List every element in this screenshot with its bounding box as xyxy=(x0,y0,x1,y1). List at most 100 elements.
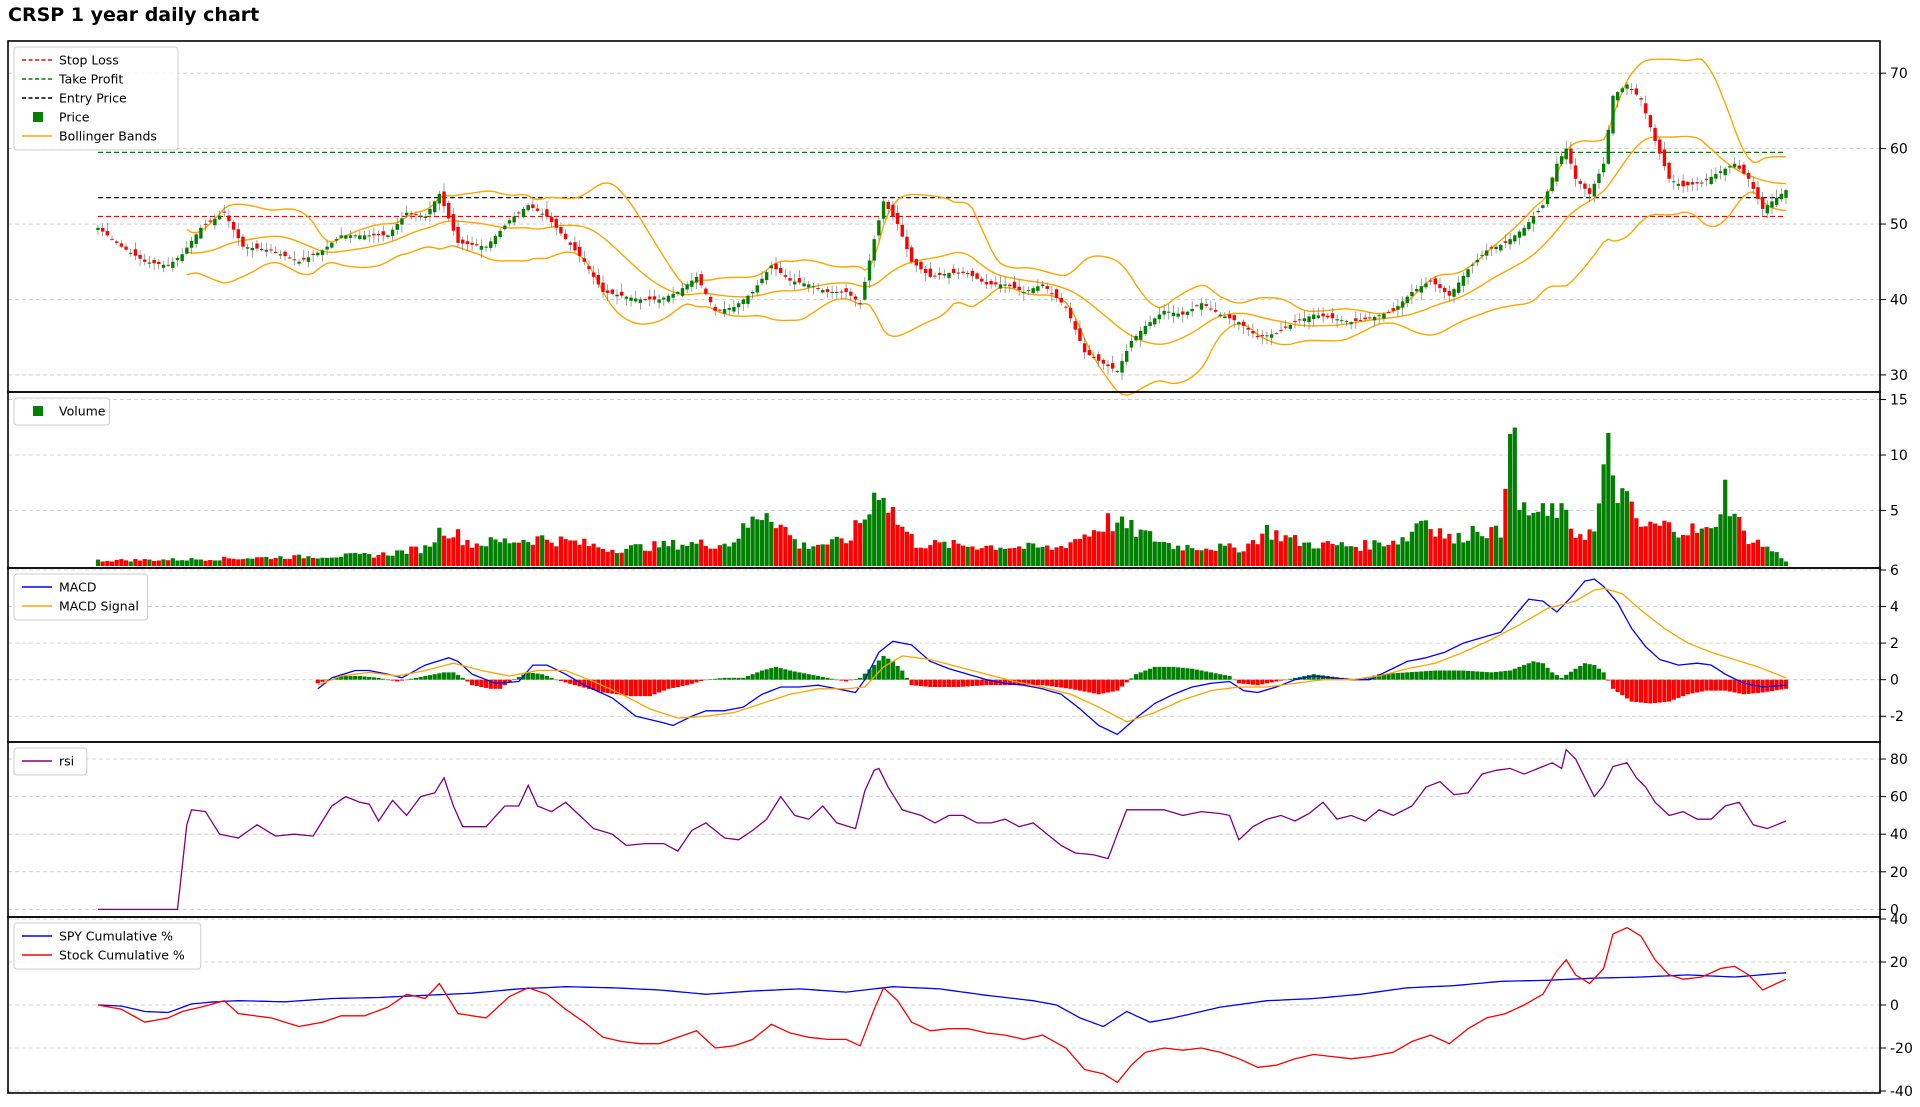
macd-histogram-bar xyxy=(904,677,910,680)
price-candle xyxy=(1779,193,1784,200)
price-candle xyxy=(624,296,629,299)
macd-histogram-bar xyxy=(582,679,587,688)
volume-bar xyxy=(381,552,386,566)
macd-histogram-bar xyxy=(1152,666,1157,680)
macd-histogram-bar xyxy=(1003,679,1008,686)
macd-legend xyxy=(13,573,149,621)
macd-ytick-label: -2 xyxy=(1890,709,1904,725)
macd-histogram-bar xyxy=(778,668,783,680)
volume-bar xyxy=(306,556,311,566)
macd-histogram-bar xyxy=(1774,679,1779,691)
spy-cumulative-line xyxy=(97,972,1787,1028)
price-candle xyxy=(1718,171,1723,174)
volume-bar xyxy=(1723,479,1728,566)
price-candle xyxy=(1391,308,1395,311)
price-candle xyxy=(1139,330,1143,340)
volume-bar xyxy=(1451,543,1457,566)
price-candle xyxy=(914,259,918,266)
volume-bar xyxy=(334,557,339,566)
macd-histogram-bar xyxy=(591,679,596,691)
macd-histogram-bar xyxy=(1587,664,1592,680)
macd-histogram-bar xyxy=(614,679,620,695)
price-candle xyxy=(129,252,133,254)
macd-histogram-bar xyxy=(727,677,732,680)
volume-bar xyxy=(1479,536,1485,566)
price-candle xyxy=(119,243,124,247)
volume-bar xyxy=(801,542,807,566)
price-candle xyxy=(1335,319,1339,321)
price-candle xyxy=(1162,310,1166,315)
price-candle xyxy=(1307,316,1311,323)
price-candle xyxy=(680,288,685,296)
volume-bar xyxy=(1769,551,1775,566)
macd-histogram-bar xyxy=(1091,679,1097,694)
price-candle xyxy=(1503,241,1508,243)
volume-bar xyxy=(797,548,802,566)
volume-bar xyxy=(1129,519,1134,566)
macd-histogram-bar xyxy=(1400,672,1405,680)
price-candle xyxy=(727,307,731,310)
macd-histogram-bar xyxy=(1176,667,1181,680)
macd-histogram-bar xyxy=(1143,670,1148,680)
volume-bar xyxy=(498,542,503,566)
price-candle xyxy=(1096,354,1101,361)
volume-bar xyxy=(455,529,461,566)
volume-bar xyxy=(1077,538,1083,566)
macd-histogram-bar xyxy=(1068,679,1073,689)
macd-histogram-bar xyxy=(1723,679,1728,691)
macd-histogram-bar xyxy=(909,679,914,686)
macd-histogram-bar xyxy=(1162,666,1167,680)
bollinger-lower-line xyxy=(186,191,1787,396)
macd-histogram-bar xyxy=(572,679,578,686)
macd-histogram-bar xyxy=(661,679,666,691)
volume-bar xyxy=(250,558,255,566)
macd-histogram-bar xyxy=(1582,663,1588,680)
macd-histogram-bar xyxy=(1246,679,1251,685)
volume-bar xyxy=(1306,542,1312,566)
price-candle xyxy=(189,241,194,248)
price-candle xyxy=(1101,359,1106,364)
macd-histogram-bar xyxy=(1428,670,1433,680)
macd-histogram-bar xyxy=(1363,678,1368,680)
legend-label: rsi xyxy=(59,754,74,769)
price-candle xyxy=(591,272,596,277)
macd-histogram-bar xyxy=(427,675,433,680)
price-candle xyxy=(638,299,643,303)
price-candle xyxy=(461,239,465,244)
volume-bar xyxy=(1765,546,1770,566)
price-candle xyxy=(1265,335,1269,337)
volume-bar xyxy=(1236,552,1242,566)
price-candle xyxy=(348,235,353,238)
price-candle xyxy=(620,291,624,296)
macd-histogram-bar xyxy=(1269,679,1274,683)
macd-histogram-bar xyxy=(1129,678,1134,680)
price-candle xyxy=(755,285,760,293)
volume-bar xyxy=(142,559,147,566)
macd-histogram-bar xyxy=(357,676,362,680)
macd-histogram-bar xyxy=(423,676,428,680)
price-candle xyxy=(1167,311,1171,313)
price-candle xyxy=(1143,325,1148,334)
macd-histogram-bar xyxy=(1101,679,1106,694)
price-candle xyxy=(203,223,208,225)
price-candle xyxy=(400,218,404,225)
macd-histogram-bar xyxy=(493,679,498,689)
volume-bar xyxy=(474,543,479,566)
macd-histogram-bar xyxy=(516,676,521,680)
price-candle xyxy=(895,213,900,225)
price-candle xyxy=(395,224,399,230)
volume-bar xyxy=(956,543,961,566)
price-candle xyxy=(877,220,881,236)
price-candle xyxy=(213,218,217,226)
price-candle xyxy=(1040,284,1045,287)
price-candle xyxy=(1746,172,1751,179)
volume-bar xyxy=(1456,532,1461,566)
price-candle xyxy=(442,191,446,207)
macd-histogram-bar xyxy=(1769,679,1775,692)
price-candle xyxy=(984,282,989,285)
price-candle xyxy=(849,291,853,296)
price-candle xyxy=(1461,275,1466,286)
price-candle xyxy=(1410,291,1414,297)
macd-histogram-bar xyxy=(984,679,989,686)
price-candle xyxy=(1181,311,1185,315)
